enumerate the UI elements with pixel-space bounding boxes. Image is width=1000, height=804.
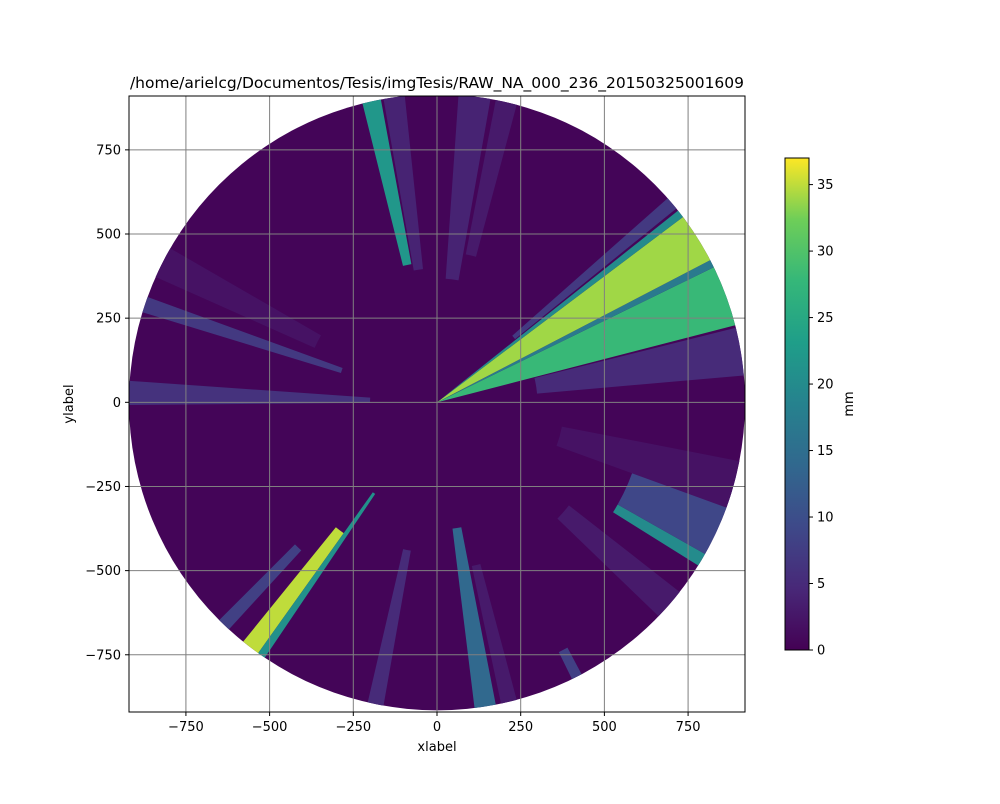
radar-ray-18: [471, 564, 517, 704]
x-tick-label: −250: [335, 720, 371, 735]
radar-ray-17: [452, 527, 496, 709]
radar-ray-7: [383, 96, 424, 271]
radar-ray-13: [243, 527, 344, 654]
colorbar-label: mm: [842, 391, 857, 416]
radar-ray-20: [613, 504, 706, 566]
y-tick-label: 500: [96, 228, 121, 243]
radar-ray-11: [155, 248, 322, 348]
colorbar-ticks: 0 5 10 15 20 25 30 35: [809, 178, 834, 659]
radar-ray-4: [512, 198, 677, 340]
y-tick-label: 250: [96, 312, 121, 327]
colorbar-tick-label: 20: [817, 378, 834, 393]
x-tick-label: −500: [252, 720, 288, 735]
colorbar-tick-label: 35: [817, 178, 834, 193]
radar-ray-12: [129, 380, 371, 406]
radar-ray-15: [219, 544, 302, 630]
grid-lines: [129, 96, 745, 712]
y-tick-label: −750: [85, 648, 121, 663]
chart-title: /home/arielcg/Documentos/Tesis/imgTesis/…: [130, 74, 744, 93]
radar-ray-6: [362, 99, 412, 266]
radar-ray-1: [437, 260, 714, 403]
x-axis-label: xlabel: [417, 740, 456, 755]
y-tick-label: 750: [96, 143, 121, 158]
radar-ray-3: [437, 210, 683, 403]
y-tick-label: −500: [85, 564, 121, 579]
x-axis-ticks: −750 −500 −250 0 250 500 750: [168, 712, 701, 735]
colorbar-tick-label: 10: [817, 511, 834, 526]
plot-area: [129, 96, 745, 712]
radar-ray-14: [258, 492, 376, 658]
x-tick-label: −750: [168, 720, 204, 735]
colorbar-tick-label: 25: [817, 311, 834, 326]
radar-ray-16: [367, 549, 411, 706]
y-tick-label: −250: [85, 480, 121, 495]
colorbar-tick-label: 30: [817, 245, 834, 260]
radar-ray-23: [556, 426, 740, 508]
y-tick-label: 0: [113, 396, 121, 411]
radar-ray-19: [558, 647, 582, 680]
radar-ray-0: [437, 267, 736, 403]
radar-ray-5: [534, 327, 744, 394]
y-axis-label: ylabel: [62, 384, 77, 423]
radar-ray-9: [465, 99, 517, 257]
colorbar-tick-label: 15: [817, 444, 834, 459]
radar-ray-10: [142, 296, 343, 373]
x-tick-label: 0: [433, 720, 441, 735]
colorbar-tick-label: 0: [817, 644, 825, 659]
x-tick-label: 250: [508, 720, 533, 735]
colorbar: 0 5 10 15 20 25 30 35 mm: [784, 157, 857, 659]
colorbar-tick-label: 5: [817, 577, 825, 592]
radar-ray-2: [437, 216, 711, 403]
radar-ray-22: [557, 505, 680, 617]
colorbar-gradient: [784, 157, 810, 651]
x-tick-label: 500: [592, 720, 617, 735]
y-axis-ticks: −750 −500 −250 0 250 500 750: [85, 143, 129, 663]
x-tick-label: 750: [676, 720, 701, 735]
